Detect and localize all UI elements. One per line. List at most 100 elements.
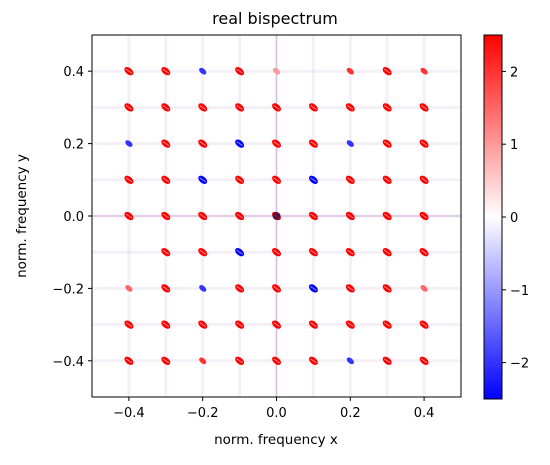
peak-highlight-r4-c5 — [310, 213, 317, 219]
x-tick-label-2: 0.0 — [266, 406, 287, 421]
peak-highlight-r2-c8 — [420, 141, 428, 146]
peak-highlight-r4-c3 — [236, 213, 243, 219]
peak-highlight-r0-c3 — [236, 68, 243, 74]
x-tick-label-4: 0.4 — [414, 406, 435, 421]
peak-highlight-r6-c4 — [273, 286, 280, 291]
peak-highlight-r7-c1 — [162, 322, 169, 327]
peak-highlight-r6-c1 — [162, 286, 169, 291]
peak-highlight-r8-c7 — [384, 358, 391, 364]
peak-r0-c6 — [346, 67, 354, 75]
x-tick-label-0: −0.4 — [113, 406, 145, 421]
peak-highlight-r1-c5 — [310, 105, 317, 110]
peak-highlight-r1-c2 — [199, 105, 206, 110]
colorbar-tick-label-4: −2 — [510, 357, 529, 372]
peak-highlight-r3-c6 — [347, 177, 354, 183]
peak-highlight-r7-c4 — [273, 322, 280, 327]
peak-r6-c8 — [420, 285, 428, 292]
peak-highlight-r3-c5 — [310, 177, 317, 183]
x-tick-label-3: 0.2 — [340, 406, 361, 421]
peak-highlight-r3-c2 — [199, 177, 206, 183]
peak-highlight-r5-c6 — [347, 249, 354, 255]
peak-highlight-r1-c3 — [236, 105, 243, 110]
peak-r6-c2 — [199, 285, 207, 292]
peak-highlight-r5-c1 — [162, 249, 169, 255]
colorbar-tick-label-2: 0 — [510, 211, 518, 226]
x-axis-label: norm. frequency x — [214, 432, 338, 448]
chart-title: real bispectrum — [212, 9, 338, 28]
peak-highlight-r8-c5 — [310, 358, 317, 364]
peak-highlight-r5-c5 — [310, 249, 317, 255]
peak-r0-c4 — [272, 67, 281, 75]
peak-r2-c6 — [346, 140, 354, 147]
peak-highlight-r5-c2 — [199, 249, 206, 255]
colorbar-tick-label-1: 1 — [510, 138, 518, 153]
peak-r0-c2 — [199, 67, 207, 75]
y-tick-label-3: −0.2 — [52, 282, 84, 297]
peak-r0-c8 — [420, 67, 428, 75]
colorbar — [483, 34, 503, 400]
peak-r2-c0 — [125, 140, 133, 147]
peak-highlight-r4-c0 — [125, 213, 133, 219]
peak-highlight-r2-c7 — [384, 141, 391, 146]
peak-highlight-r1-c4 — [273, 105, 280, 110]
x-axis-ticks: −0.4 −0.2 0.0 0.2 0.4 — [113, 397, 434, 421]
peak-highlight-r2-c4 — [273, 141, 280, 146]
colorbar-ticks: 2 1 0 −1 −2 — [502, 65, 529, 372]
peak-highlight-r2-c1 — [162, 141, 169, 146]
peak-highlight-r4-c8 — [420, 213, 428, 219]
peak-highlight-r3-c0 — [125, 177, 133, 183]
peak-highlight-r6-c6 — [347, 286, 354, 291]
peak-highlight-r3-c1 — [162, 177, 169, 183]
peak-r8-c6 — [346, 357, 354, 365]
peak-highlight-r3-c3 — [236, 177, 243, 183]
peak-highlight-r5-c4 — [273, 249, 280, 255]
peak-highlight-r1-c6 — [347, 105, 354, 110]
peak-highlight-r1-c7 — [384, 105, 391, 110]
center-burst — [272, 212, 281, 220]
y-axis-ticks: 0.4 0.2 0.0 −0.2 −0.4 — [52, 65, 92, 370]
peak-highlight-r4-c2 — [199, 213, 206, 219]
peak-highlight-r0-c7 — [384, 68, 391, 74]
peak-highlight-r8-c3 — [236, 358, 243, 364]
peak-highlight-r7-c5 — [310, 322, 317, 327]
peak-highlight-r7-c0 — [125, 322, 133, 327]
peak-highlight-r5-c7 — [384, 249, 391, 255]
peak-highlight-r8-c1 — [162, 358, 169, 364]
peak-highlight-r6-c7 — [384, 286, 391, 291]
peak-highlight-r5-c8 — [420, 249, 428, 255]
peak-highlight-r7-c2 — [199, 322, 206, 327]
peak-r8-c2 — [199, 357, 207, 365]
peak-highlight-r1-c0 — [125, 105, 133, 110]
y-tick-label-2: 0.0 — [63, 210, 84, 225]
peak-r6-c0 — [125, 285, 133, 292]
colorbar-tick-label-3: −1 — [510, 284, 529, 299]
peak-highlight-r0-c1 — [162, 68, 169, 74]
bispectrum-peaks — [124, 67, 429, 365]
peak-highlight-r5-c3 — [236, 249, 243, 255]
peak-highlight-r1-c8 — [420, 105, 428, 110]
peak-highlight-r7-c8 — [420, 322, 428, 327]
peak-highlight-r7-c6 — [347, 322, 354, 327]
peak-highlight-r8-c8 — [420, 358, 428, 364]
peak-highlight-r4-c6 — [347, 213, 354, 219]
y-axis-label: norm. frequency y — [14, 154, 30, 278]
peak-highlight-r7-c7 — [384, 322, 391, 327]
peak-highlight-r2-c5 — [310, 141, 317, 146]
peak-highlight-r0-c0 — [125, 68, 133, 74]
peak-highlight-r6-c5 — [310, 286, 317, 291]
peak-highlight-r2-c3 — [236, 141, 243, 146]
peak-highlight-r2-c2 — [199, 141, 206, 146]
peak-highlight-r6-c3 — [236, 286, 243, 291]
colorbar-tick-label-0: 2 — [510, 65, 518, 80]
peak-highlight-r4-c1 — [162, 213, 169, 219]
peak-highlight-r8-c4 — [273, 358, 280, 364]
peak-highlight-r8-c0 — [125, 358, 133, 364]
x-tick-label-1: −0.2 — [187, 406, 219, 421]
peak-highlight-r3-c8 — [420, 177, 428, 183]
peak-highlight-r7-c3 — [236, 322, 243, 327]
peak-highlight-r3-c4 — [273, 177, 280, 183]
peak-highlight-r3-c7 — [384, 177, 391, 183]
y-tick-label-0: 0.4 — [63, 65, 84, 80]
peak-highlight-r1-c1 — [162, 105, 169, 110]
